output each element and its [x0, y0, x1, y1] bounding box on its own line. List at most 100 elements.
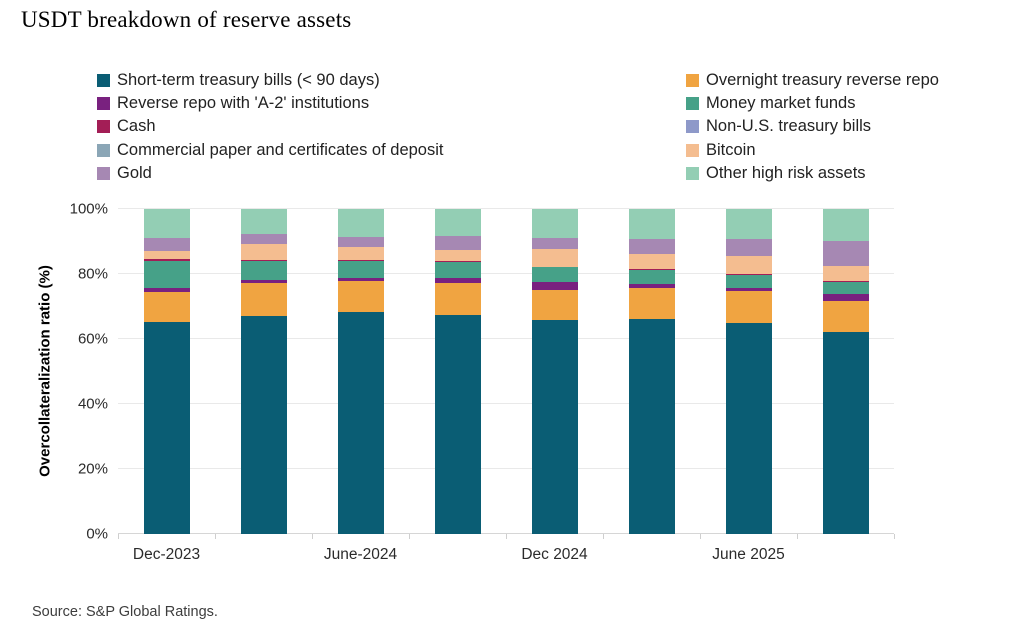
legend-label: Reverse repo with 'A-2' institutions: [117, 94, 370, 113]
legend-left-column: Short-term treasury bills (< 90 days) Rev…: [97, 69, 444, 185]
y-tick-label: 80%: [77, 265, 108, 283]
segment-gold: [628, 238, 675, 254]
stacked-bar-8: [822, 209, 869, 534]
x-axis-tick: [894, 534, 895, 539]
segment-short-term-treasury-bills: [628, 319, 675, 534]
y-axis-title: Overcollateralization ratio (%): [36, 265, 54, 477]
segment-bitcoin: [240, 244, 287, 261]
segment-other-high-risk-assets: [143, 209, 190, 239]
legend-swatch-icon: [686, 166, 699, 180]
segment-bitcoin: [143, 250, 190, 260]
legend-item: Commercial paper and certificates of dep…: [97, 139, 444, 162]
legend-label: Other high risk assets: [706, 163, 866, 182]
gridline: [118, 208, 894, 209]
segment-money-market-funds: [822, 282, 869, 295]
segment-other-high-risk-assets: [337, 209, 384, 237]
segment-reverse-repo-a2-institutions: [337, 277, 384, 282]
segment-cash: [143, 259, 190, 262]
legend-label: Short-term treasury bills (< 90 days): [117, 71, 380, 90]
legend-swatch-icon: [97, 166, 110, 180]
segment-other-high-risk-assets: [628, 209, 675, 239]
segment-money-market-funds: [240, 261, 287, 280]
stacked-bar-7: [725, 209, 772, 534]
segment-money-market-funds: [628, 270, 675, 285]
segment-cash: [725, 274, 772, 276]
segment-reverse-repo-a2-institutions: [725, 287, 772, 291]
x-axis-tick: [312, 534, 313, 539]
x-axis-tick: [700, 534, 701, 539]
segment-short-term-treasury-bills: [725, 323, 772, 534]
legend-swatch-icon: [686, 97, 699, 111]
segment-reverse-repo-a2-institutions: [822, 294, 869, 301]
legend-swatch-icon: [97, 97, 110, 111]
legend-label: Non-U.S. treasury bills: [706, 117, 872, 136]
segment-bitcoin: [822, 265, 869, 282]
x-axis-tick: [118, 534, 119, 539]
segment-reverse-repo-a2-institutions: [434, 277, 481, 283]
source-note: Source: S&P Global Ratings.: [32, 604, 218, 620]
x-axis-tick: [506, 534, 507, 539]
legend-item: Other high risk assets: [686, 162, 939, 185]
y-tick-label: 100%: [69, 200, 108, 218]
gridline: [118, 338, 894, 339]
legend-label: Money market funds: [706, 94, 856, 113]
legend-swatch-icon: [686, 143, 699, 157]
legend-label: Bitcoin: [706, 140, 756, 159]
legend-item: Reverse repo with 'A-2' institutions: [97, 92, 444, 115]
legend-item: Gold: [97, 162, 444, 185]
segment-cash: [337, 260, 384, 262]
x-axis-tick: [215, 534, 216, 539]
gridline: [118, 273, 894, 274]
segment-short-term-treasury-bills: [434, 314, 481, 534]
segment-short-term-treasury-bills: [143, 322, 190, 534]
chart-title: USDT breakdown of reserve assets: [21, 7, 352, 32]
segment-reverse-repo-a2-institutions: [240, 279, 287, 284]
legend-right-column: Overnight treasury reverse repo Money mar…: [686, 69, 939, 185]
gridline: [118, 468, 894, 469]
stacked-bar-6: [628, 209, 675, 534]
segment-cash: [434, 261, 481, 262]
legend-item: Short-term treasury bills (< 90 days): [97, 69, 444, 92]
legend-swatch-icon: [686, 74, 699, 88]
segment-overnight-treasury-reverse-repo: [531, 290, 578, 321]
segment-overnight-treasury-reverse-repo: [434, 282, 481, 315]
segment-short-term-treasury-bills: [531, 320, 578, 534]
legend-label: Gold: [117, 163, 152, 182]
legend-swatch-icon: [686, 120, 699, 134]
legend-swatch-icon: [97, 120, 110, 134]
segment-gold: [143, 238, 190, 251]
segment-overnight-treasury-reverse-repo: [143, 292, 190, 323]
stacked-bar-4: [434, 209, 481, 534]
gridline: [118, 403, 894, 404]
segment-bitcoin: [337, 247, 384, 261]
segment-other-high-risk-assets: [725, 209, 772, 239]
x-axis-label: Dec-2023: [132, 546, 201, 563]
x-axis-label: June 2025: [712, 546, 785, 563]
segment-other-high-risk-assets: [822, 209, 869, 241]
y-tick-label: 20%: [77, 460, 108, 478]
segment-money-market-funds: [725, 275, 772, 288]
legend-swatch-icon: [97, 143, 110, 157]
segment-short-term-treasury-bills: [337, 312, 384, 534]
legend-label: Commercial paper and certificates of dep…: [117, 140, 444, 159]
segment-overnight-treasury-reverse-repo: [337, 281, 384, 313]
x-axis-label: June-2024: [323, 546, 398, 563]
segment-bitcoin: [531, 248, 578, 267]
segment-other-high-risk-assets: [434, 209, 481, 237]
segment-gold: [240, 233, 287, 245]
segment-gold: [822, 240, 869, 266]
segment-money-market-funds: [434, 261, 481, 278]
stacked-bar-1: [143, 209, 190, 534]
stacked-bar-3: [337, 209, 384, 534]
segment-cash: [240, 260, 287, 262]
segment-bitcoin: [628, 253, 675, 270]
y-tick-label: 0%: [86, 525, 108, 543]
plot-area: 0% 20% 40% 60% 80% 100% Dec-2023 June-2024 Dec 2…: [70, 201, 895, 563]
stacked-bar-5: [531, 209, 578, 534]
segment-cash: [531, 266, 578, 268]
segment-cash: [628, 269, 675, 271]
segment-overnight-treasury-reverse-repo: [240, 283, 287, 316]
segment-reverse-repo-a2-institutions: [531, 282, 578, 291]
segment-bitcoin: [725, 256, 772, 275]
legend-swatch-icon: [97, 74, 110, 88]
